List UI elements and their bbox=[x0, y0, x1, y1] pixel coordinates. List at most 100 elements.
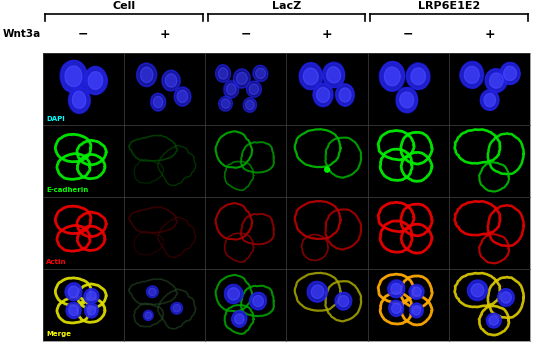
Text: Merge: Merge bbox=[46, 331, 71, 337]
Text: LacZ: LacZ bbox=[272, 1, 301, 11]
Polygon shape bbox=[177, 90, 188, 103]
Polygon shape bbox=[412, 287, 421, 296]
Polygon shape bbox=[397, 88, 417, 112]
Polygon shape bbox=[379, 61, 405, 92]
Polygon shape bbox=[84, 67, 107, 94]
Polygon shape bbox=[137, 63, 157, 86]
Polygon shape bbox=[233, 69, 251, 88]
Polygon shape bbox=[336, 84, 354, 106]
Polygon shape bbox=[83, 66, 108, 95]
Text: Actin: Actin bbox=[46, 259, 67, 265]
Polygon shape bbox=[497, 289, 514, 307]
Polygon shape bbox=[235, 314, 244, 324]
Polygon shape bbox=[225, 284, 243, 303]
Polygon shape bbox=[339, 88, 351, 102]
Polygon shape bbox=[215, 65, 230, 82]
Polygon shape bbox=[224, 81, 238, 98]
Text: −: − bbox=[240, 28, 251, 41]
Polygon shape bbox=[336, 84, 354, 106]
Polygon shape bbox=[66, 302, 81, 318]
Polygon shape bbox=[490, 73, 503, 88]
Polygon shape bbox=[480, 90, 499, 110]
Polygon shape bbox=[384, 67, 400, 86]
Polygon shape bbox=[485, 68, 507, 93]
Polygon shape bbox=[504, 66, 516, 80]
Polygon shape bbox=[163, 71, 180, 91]
Polygon shape bbox=[60, 60, 88, 93]
Text: Wnt3a: Wnt3a bbox=[3, 29, 41, 40]
Polygon shape bbox=[338, 295, 349, 307]
Polygon shape bbox=[409, 285, 424, 299]
Polygon shape bbox=[68, 86, 90, 114]
Polygon shape bbox=[149, 288, 156, 295]
Polygon shape bbox=[380, 62, 405, 91]
Polygon shape bbox=[486, 69, 507, 92]
Polygon shape bbox=[246, 81, 261, 97]
Polygon shape bbox=[147, 286, 158, 298]
Polygon shape bbox=[151, 93, 166, 111]
Polygon shape bbox=[467, 280, 488, 301]
Polygon shape bbox=[237, 73, 247, 84]
Text: DAPI: DAPI bbox=[46, 116, 64, 121]
Polygon shape bbox=[467, 280, 487, 300]
Polygon shape bbox=[303, 68, 318, 85]
Polygon shape bbox=[246, 81, 262, 97]
Polygon shape bbox=[389, 300, 404, 316]
Polygon shape bbox=[143, 310, 153, 320]
Polygon shape bbox=[307, 281, 328, 302]
Polygon shape bbox=[215, 65, 231, 83]
Polygon shape bbox=[61, 61, 87, 92]
Polygon shape bbox=[232, 311, 247, 327]
Polygon shape bbox=[173, 304, 181, 312]
Polygon shape bbox=[85, 303, 98, 318]
Text: +: + bbox=[484, 28, 495, 41]
Text: −: − bbox=[78, 28, 88, 41]
Polygon shape bbox=[171, 303, 182, 314]
Polygon shape bbox=[224, 284, 243, 304]
Polygon shape bbox=[72, 91, 86, 108]
Polygon shape bbox=[150, 93, 166, 111]
Polygon shape bbox=[460, 62, 483, 88]
Polygon shape bbox=[253, 65, 268, 82]
Polygon shape bbox=[69, 305, 78, 315]
Polygon shape bbox=[219, 97, 232, 111]
Polygon shape bbox=[313, 84, 333, 106]
Polygon shape bbox=[322, 62, 345, 88]
Polygon shape bbox=[253, 65, 268, 81]
Polygon shape bbox=[234, 69, 250, 88]
Polygon shape bbox=[69, 87, 90, 113]
Polygon shape bbox=[498, 289, 514, 306]
Polygon shape bbox=[174, 86, 191, 106]
Text: +: + bbox=[322, 28, 333, 41]
Polygon shape bbox=[317, 87, 329, 102]
Polygon shape bbox=[311, 285, 324, 298]
Polygon shape bbox=[68, 286, 79, 297]
Text: LRP6E1E2: LRP6E1E2 bbox=[418, 1, 480, 11]
Polygon shape bbox=[388, 280, 405, 298]
Polygon shape bbox=[65, 66, 82, 87]
Polygon shape bbox=[253, 295, 263, 307]
Polygon shape bbox=[410, 303, 423, 318]
Polygon shape bbox=[249, 292, 266, 310]
Polygon shape bbox=[396, 87, 418, 113]
Polygon shape bbox=[484, 94, 495, 107]
Polygon shape bbox=[327, 67, 341, 83]
Polygon shape bbox=[308, 281, 327, 302]
Polygon shape bbox=[335, 293, 352, 310]
Polygon shape bbox=[300, 63, 322, 89]
Polygon shape bbox=[411, 68, 425, 85]
Polygon shape bbox=[86, 291, 96, 301]
Polygon shape bbox=[464, 66, 479, 83]
Polygon shape bbox=[499, 62, 520, 85]
Polygon shape bbox=[165, 74, 177, 87]
Polygon shape bbox=[313, 83, 333, 107]
Ellipse shape bbox=[325, 167, 329, 172]
Polygon shape bbox=[228, 288, 239, 300]
Polygon shape bbox=[84, 289, 99, 303]
Polygon shape bbox=[471, 284, 484, 297]
Polygon shape bbox=[413, 306, 421, 315]
Polygon shape bbox=[84, 289, 99, 304]
Polygon shape bbox=[500, 292, 511, 303]
Polygon shape bbox=[500, 63, 520, 84]
Polygon shape bbox=[407, 64, 430, 89]
